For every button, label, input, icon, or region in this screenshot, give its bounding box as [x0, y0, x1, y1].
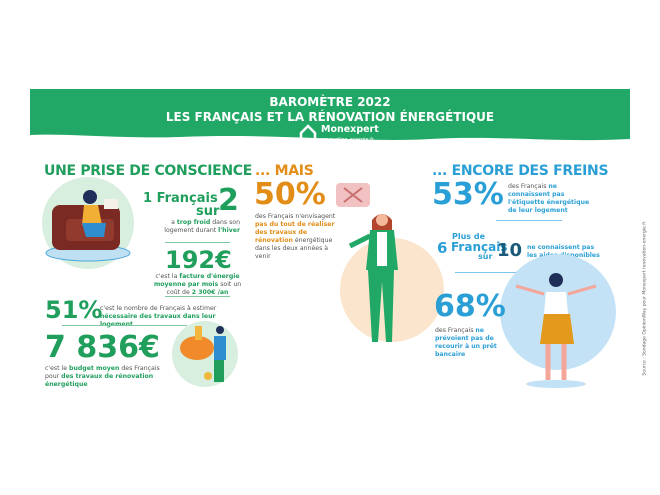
stat-68-text: des Français ne prévoient pas de recouri… — [435, 327, 497, 358]
stat-68: 68% — [434, 289, 506, 324]
stat1-text: a trop froid dans son logement durant l'… — [164, 219, 240, 234]
divider — [165, 242, 230, 243]
stat-50: 50% — [254, 177, 326, 212]
heading-encore-des-freins: ... ENCORE DES FREINS — [432, 163, 609, 179]
stat-51: 51% — [45, 296, 103, 324]
stat-53-text: des Français ne connaissent pas l'étique… — [508, 183, 590, 214]
stat-6: 6 — [437, 239, 448, 257]
logo-name: Monexpert — [321, 124, 379, 135]
stat-2: 2 — [218, 183, 239, 218]
divider — [165, 296, 230, 297]
woman-armchair-illustration — [42, 177, 134, 269]
stat-1-francais: 1 Français — [143, 191, 218, 206]
banner-background — [30, 89, 630, 141]
divider — [62, 325, 187, 326]
piggy-bank-illustration — [172, 321, 238, 387]
stat-50-text: des Français n'envisagent pas du tout de… — [255, 213, 336, 260]
stat-francais: Français — [451, 240, 508, 254]
stat2-text: c'est la facture d'énergie moyenne par m… — [153, 273, 242, 296]
stat-53: 53% — [432, 177, 504, 212]
stat-plus-de: Plus de — [452, 232, 485, 241]
stat-10: 10 — [497, 240, 523, 261]
title-line2: LES FRANÇAIS ET LA RÉNOVATION ÉNERGÉTIQU… — [165, 110, 495, 124]
stat4-text: c'est le budget moyen des Français pour … — [45, 365, 160, 388]
logo-url: renovation-energie.fr — [321, 137, 374, 143]
stat-sur: sur — [196, 204, 220, 219]
divider — [455, 272, 517, 273]
source-note: Source : Sondage OpinionWay pour Monexpe… — [642, 221, 648, 376]
shrugging-woman-illustration — [500, 254, 616, 388]
title-line1: BAROMÈTRE 2022 — [269, 95, 391, 109]
heading-prise-de-conscience: UNE PRISE DE CONSCIENCE — [44, 163, 253, 179]
stat-7836: 7 836€ — [45, 330, 160, 365]
woman-refusing-illustration — [336, 183, 444, 342]
stat-192: 192€ — [165, 246, 232, 274]
divider — [496, 220, 562, 221]
heading-mais: ... MAIS — [255, 163, 314, 179]
stat3-text: c'est le nombre de Français à estimer né… — [100, 305, 217, 328]
house-logo-icon — [299, 124, 317, 144]
header-banner: BAROMÈTRE 2022 LES FRANÇAIS ET LA RÉNOVA… — [30, 89, 630, 145]
stat-sur: sur — [478, 252, 493, 261]
